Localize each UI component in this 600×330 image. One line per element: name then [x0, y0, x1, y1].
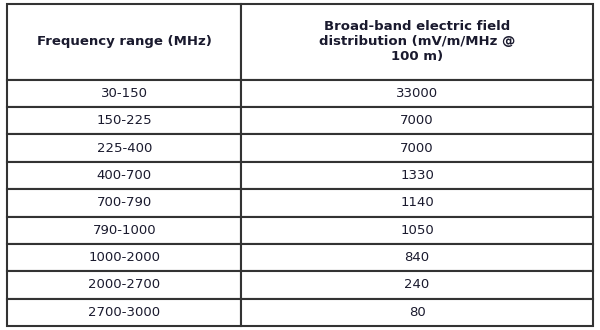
Text: 80: 80 — [409, 306, 425, 319]
Text: 7000: 7000 — [400, 114, 434, 127]
Bar — [241, 4, 593, 80]
Text: 33000: 33000 — [396, 87, 438, 100]
Text: Broad-band electric field
distribution (mV/m/MHz @
100 m): Broad-band electric field distribution (… — [319, 20, 515, 63]
Bar — [241, 244, 593, 271]
Bar — [241, 134, 593, 162]
Bar — [7, 162, 241, 189]
Bar — [241, 299, 593, 326]
Text: 840: 840 — [404, 251, 430, 264]
Text: 1000-2000: 1000-2000 — [88, 251, 160, 264]
Text: 2000-2700: 2000-2700 — [88, 279, 160, 291]
Bar — [241, 80, 593, 107]
Bar — [7, 189, 241, 216]
Text: 700-790: 700-790 — [97, 196, 152, 209]
Bar — [7, 216, 241, 244]
Text: 2700-3000: 2700-3000 — [88, 306, 160, 319]
Bar — [7, 4, 241, 80]
Text: 30-150: 30-150 — [101, 87, 148, 100]
Bar — [241, 216, 593, 244]
Text: 1050: 1050 — [400, 224, 434, 237]
Text: 400-700: 400-700 — [97, 169, 152, 182]
Bar — [7, 80, 241, 107]
Text: 150-225: 150-225 — [97, 114, 152, 127]
Bar — [7, 244, 241, 271]
Text: 225-400: 225-400 — [97, 142, 152, 154]
Bar — [7, 134, 241, 162]
Text: 240: 240 — [404, 279, 430, 291]
Text: Frequency range (MHz): Frequency range (MHz) — [37, 35, 212, 48]
Text: 1330: 1330 — [400, 169, 434, 182]
Bar — [241, 271, 593, 299]
Text: 7000: 7000 — [400, 142, 434, 154]
Text: 790-1000: 790-1000 — [92, 224, 156, 237]
Bar — [7, 299, 241, 326]
Bar — [7, 107, 241, 134]
Bar — [241, 162, 593, 189]
Bar — [7, 271, 241, 299]
Bar — [241, 189, 593, 216]
Text: 1140: 1140 — [400, 196, 434, 209]
Bar — [241, 107, 593, 134]
